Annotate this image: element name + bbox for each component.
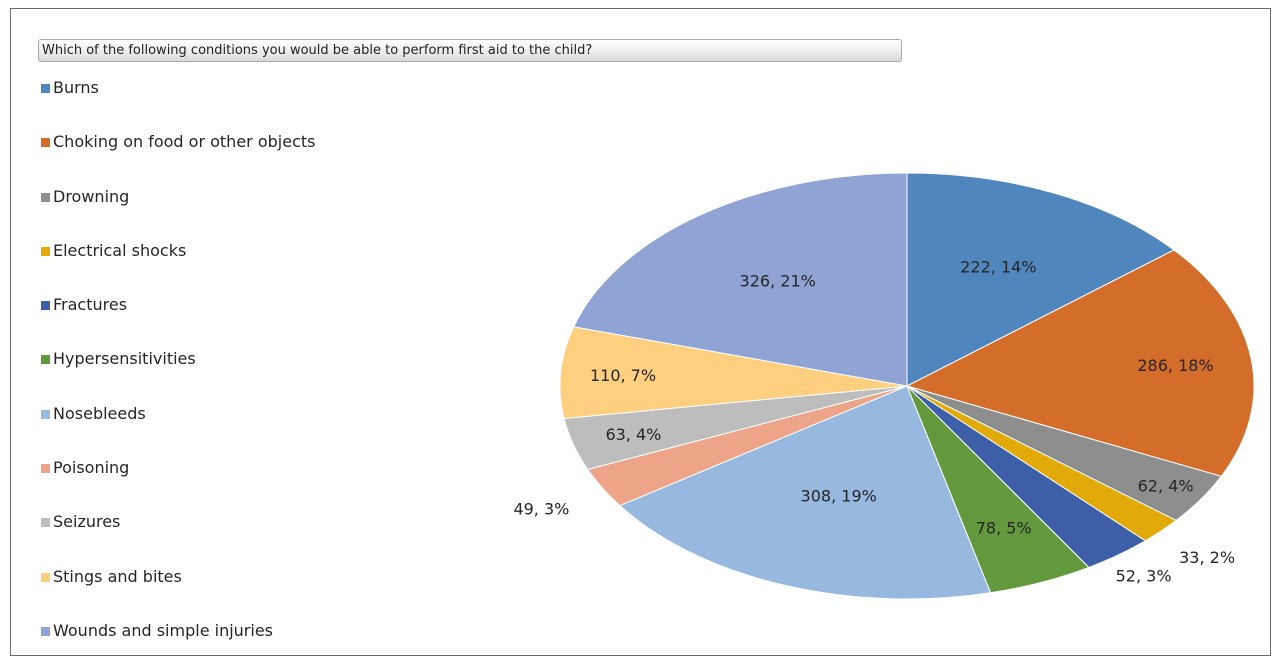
data-label-hypersensitivities: 78, 5% xyxy=(976,518,1032,537)
pie-slice-wounds-and-simple-injuries xyxy=(572,172,908,387)
legend-label: Wounds and simple injuries xyxy=(53,620,273,640)
legend-swatch xyxy=(41,301,50,311)
legend-label: Nosebleeds xyxy=(53,403,146,423)
data-label-drowning: 62, 4% xyxy=(1138,477,1194,496)
data-label-stings-and-bites: 110, 7% xyxy=(590,366,656,385)
legend-swatch xyxy=(41,464,50,474)
pie-slice-burns xyxy=(906,172,1175,387)
pie-slice-nosebleeds xyxy=(618,385,992,600)
data-label-nosebleeds: 308, 19% xyxy=(801,486,877,505)
data-label-fractures: 52, 3% xyxy=(1116,566,1172,585)
legend-label: Stings and bites xyxy=(53,566,182,586)
pie-slice-choking-on-food-or-other-objects xyxy=(905,249,1255,477)
legend-swatch xyxy=(41,409,50,419)
legend-swatch xyxy=(41,246,50,256)
data-label-poisoning: 49, 3% xyxy=(513,499,569,518)
legend-label: Seizures xyxy=(53,512,121,532)
data-label-choking-on-food-or-other-objects: 286, 18% xyxy=(1137,356,1213,375)
legend-label: Drowning xyxy=(53,186,130,206)
legend-swatch xyxy=(41,626,50,636)
pie-slice-stings-and-bites xyxy=(559,326,908,420)
legend-label: Electrical shocks xyxy=(53,240,187,260)
legend-swatch xyxy=(41,84,50,93)
legend-swatch xyxy=(41,518,50,528)
legend-swatch xyxy=(41,355,50,365)
legend-label: Poisoning xyxy=(53,458,130,478)
data-label-burns: 222, 14% xyxy=(960,258,1036,277)
chart-title: Which of the following conditions you wo… xyxy=(38,39,902,62)
legend-label: Burns xyxy=(53,78,99,97)
data-label-wounds-and-simple-injuries: 326, 21% xyxy=(740,271,816,290)
data-label-electrical-shocks: 33, 2% xyxy=(1179,548,1235,567)
legend-label: Hypersensitivities xyxy=(53,349,196,369)
legend-swatch xyxy=(41,572,50,582)
legend-swatch xyxy=(41,192,50,202)
legend-label: Choking on food or other objects xyxy=(53,132,316,152)
legend-label: Fractures xyxy=(53,295,128,315)
legend-swatch xyxy=(41,138,50,148)
data-label-seizures: 63, 4% xyxy=(605,425,661,444)
